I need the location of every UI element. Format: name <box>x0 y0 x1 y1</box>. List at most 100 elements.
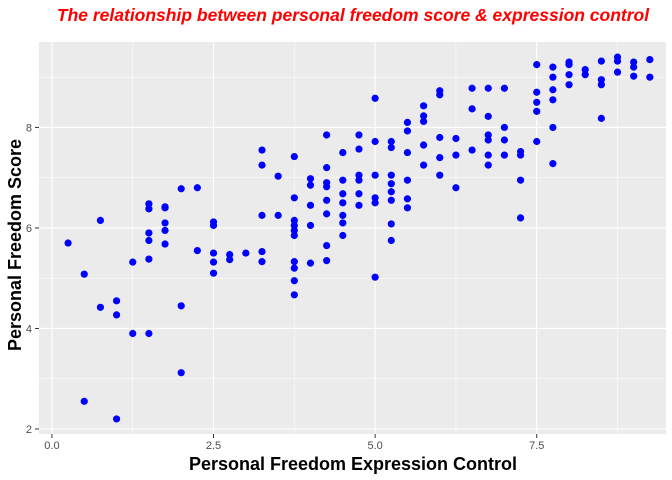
data-point <box>177 185 185 193</box>
data-point <box>258 161 266 169</box>
data-point <box>339 199 347 207</box>
data-point <box>597 76 605 84</box>
data-point <box>209 249 218 257</box>
data-point <box>242 249 250 257</box>
data-point <box>96 216 105 225</box>
data-point <box>209 269 218 277</box>
data-point <box>290 277 298 285</box>
data-point <box>516 151 525 159</box>
y-tick-label: 8 <box>26 122 32 134</box>
data-point <box>209 258 218 266</box>
y-axis-title: Personal Freedom Score <box>5 139 25 351</box>
data-point <box>549 160 557 168</box>
data-point <box>129 329 137 338</box>
x-axis-title: Personal Freedom Expression Control <box>189 454 517 474</box>
chart-title: The relationship between personal freedo… <box>57 5 650 25</box>
data-point <box>484 161 492 169</box>
data-point <box>209 221 218 230</box>
data-point <box>145 205 153 213</box>
data-point <box>323 257 331 265</box>
data-point <box>549 123 557 132</box>
data-point <box>290 221 298 230</box>
data-point <box>145 200 153 208</box>
data-point <box>290 226 298 235</box>
data-point <box>258 211 266 219</box>
data-point <box>549 73 557 81</box>
data-point <box>533 107 541 115</box>
y-tick-label: 6 <box>26 223 32 235</box>
data-point <box>516 214 525 222</box>
data-point <box>452 134 460 143</box>
data-point <box>290 152 298 161</box>
data-point <box>306 201 315 209</box>
data-point <box>371 273 379 281</box>
data-point <box>420 141 428 149</box>
data-point <box>145 255 153 263</box>
data-point <box>597 57 605 65</box>
data-point <box>387 236 395 245</box>
data-point <box>403 176 412 184</box>
axes: 0.0 2.5 5.0 7.5 2 4 6 8 <box>26 122 544 452</box>
data-point <box>371 137 379 146</box>
data-point <box>96 303 105 311</box>
data-point <box>403 118 412 127</box>
data-point <box>597 81 605 89</box>
data-point <box>323 196 331 204</box>
data-point <box>549 96 557 104</box>
data-point <box>597 114 605 122</box>
data-point <box>339 219 347 227</box>
data-point <box>630 72 638 80</box>
data-point <box>306 175 315 183</box>
data-point <box>371 194 379 202</box>
data-point <box>630 58 638 66</box>
data-point <box>549 63 557 71</box>
data-point <box>323 164 331 172</box>
data-point <box>371 199 379 207</box>
data-point <box>420 112 428 120</box>
data-point <box>387 188 395 196</box>
data-point <box>468 84 476 92</box>
data-point <box>290 194 298 202</box>
data-point <box>226 256 234 264</box>
data-point <box>177 302 185 310</box>
data-point <box>193 184 201 192</box>
data-point <box>500 136 509 144</box>
data-point <box>339 176 347 184</box>
data-point <box>339 211 347 219</box>
data-point <box>549 86 557 94</box>
data-point <box>339 148 347 157</box>
data-point <box>290 264 298 272</box>
data-point <box>371 94 379 102</box>
data-point <box>387 220 395 228</box>
data-point <box>387 196 395 204</box>
data-point <box>387 143 395 152</box>
data-point <box>323 210 331 218</box>
y-tick-label: 2 <box>26 424 32 436</box>
data-point <box>484 84 492 92</box>
data-point <box>436 133 444 142</box>
data-point <box>533 137 541 146</box>
data-point <box>646 55 654 64</box>
data-point <box>258 146 266 154</box>
data-point <box>145 229 153 237</box>
data-point <box>323 241 331 250</box>
data-point <box>290 291 298 299</box>
data-point <box>420 161 428 169</box>
data-point <box>484 131 492 139</box>
data-point <box>468 105 476 113</box>
data-point <box>403 127 412 135</box>
data-point <box>355 190 363 198</box>
data-point <box>565 61 573 69</box>
data-point <box>387 180 395 188</box>
data-point <box>193 246 201 255</box>
data-point <box>355 171 363 179</box>
data-point <box>420 102 428 110</box>
data-point <box>533 98 541 106</box>
data-point <box>371 171 379 179</box>
y-tick-label: 4 <box>26 323 32 335</box>
data-point <box>226 250 234 259</box>
data-point <box>436 153 444 162</box>
plot-panel <box>39 42 666 434</box>
x-tick-label: 0.0 <box>44 440 59 452</box>
data-point <box>323 183 331 191</box>
